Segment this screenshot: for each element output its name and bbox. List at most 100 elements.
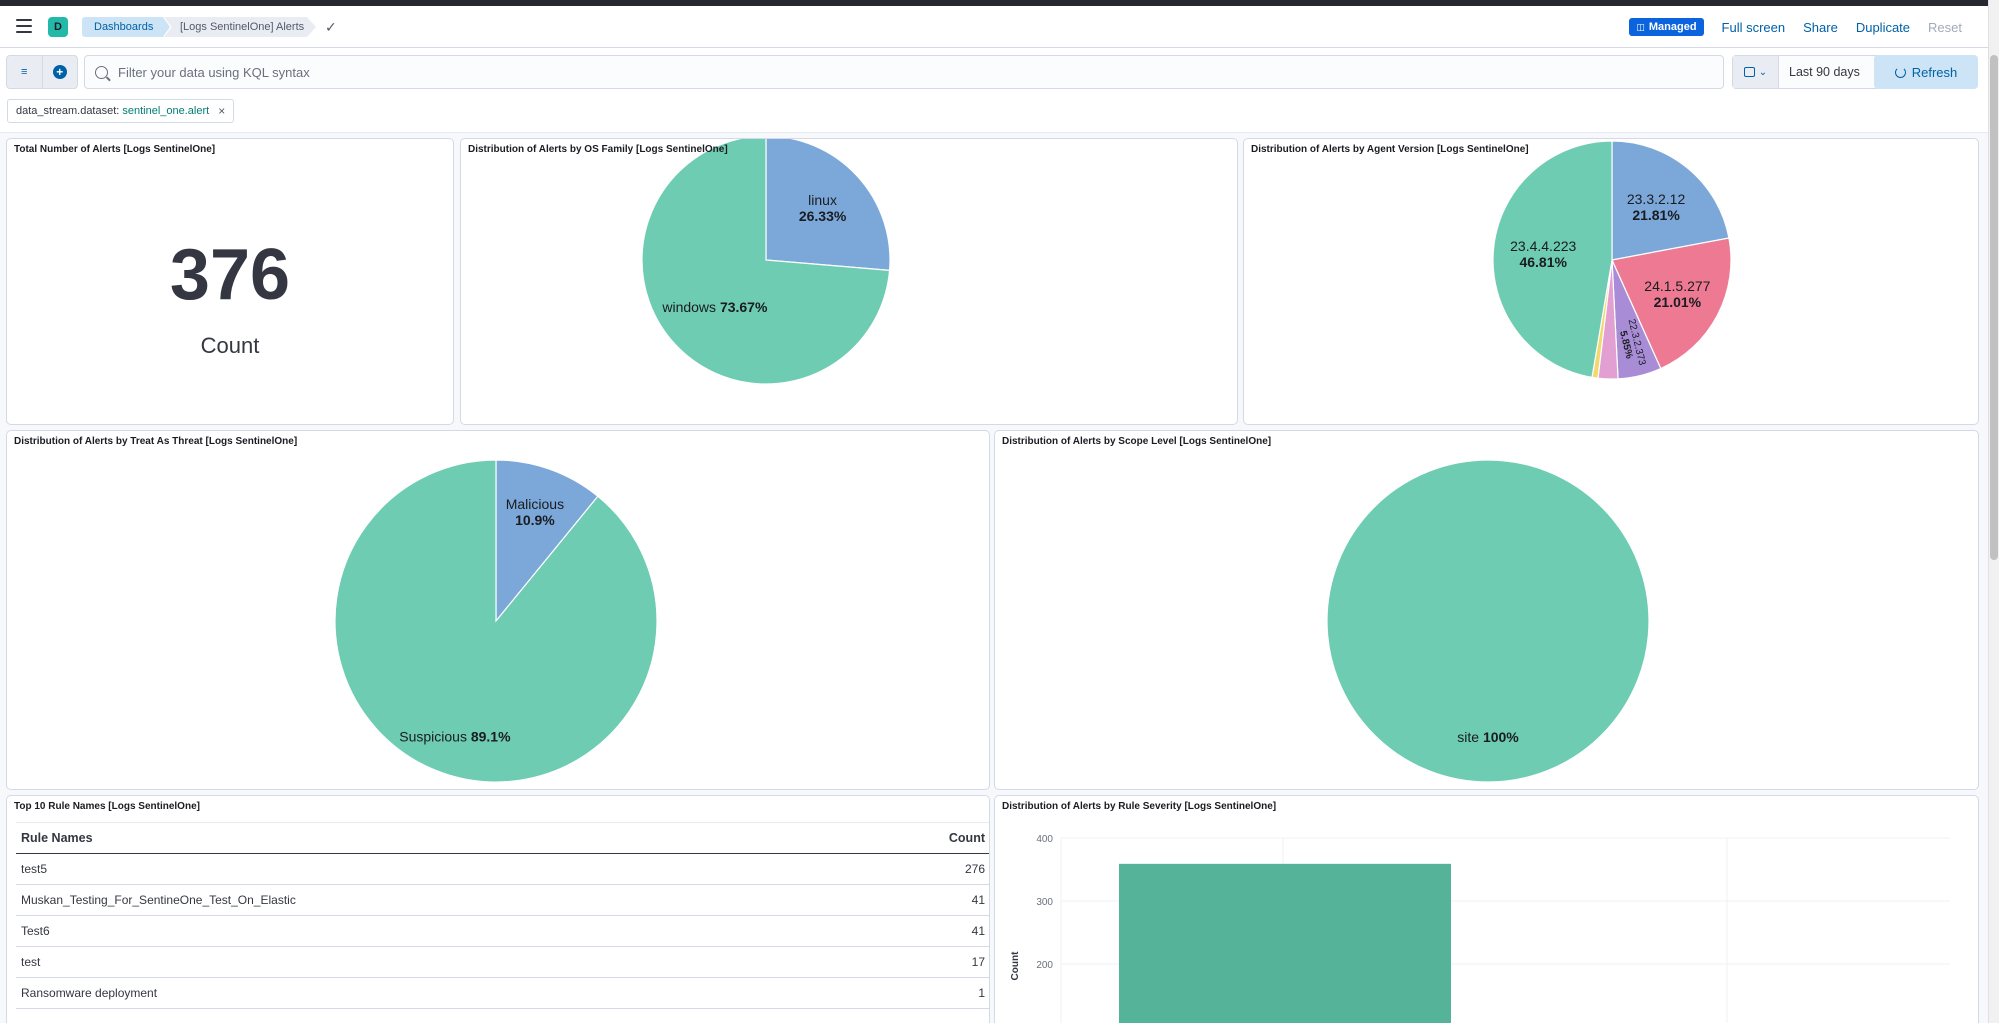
svg-text:10.9%: 10.9% [515,512,555,528]
svg-text:24.1.5.277: 24.1.5.277 [1644,278,1710,294]
svg-text:windows 73.67%: windows 73.67% [661,299,768,315]
cell-rule-name: Ransomware deployment [21,986,158,1000]
table-row: test 17 [16,947,989,978]
panel-title: Total Number of Alerts [Logs SentinelOne… [14,144,216,155]
column-header-count[interactable]: Count [948,831,985,845]
panel-os-family: Distribution of Alerts by OS Family [Log… [460,138,1238,425]
plus-icon: + [52,65,67,79]
panel-rule-names: Top 10 Rule Names [Logs SentinelOne] Rul… [6,795,990,1023]
add-filter-button[interactable]: + [43,56,78,88]
panel-title: Top 10 Rule Names [Logs SentinelOne] [14,801,200,812]
refresh-button[interactable]: Refresh [1874,55,1978,89]
pie-chart-agent-version: 23.3.2.1221.81%24.1.5.27721.01%22.3.2.37… [1492,140,1732,380]
pie-chart-scope-level: site 100% [1326,459,1650,783]
pie-label: Suspicious 89.1% [399,728,511,744]
svg-text:21.01%: 21.01% [1654,294,1702,310]
table-row: test5 276 [16,854,989,885]
reset-button[interactable]: Reset [1928,19,1962,35]
svg-text:Suspicious 89.1%: Suspicious 89.1% [399,728,511,744]
cell-rule-name: test [21,955,41,969]
y-tick-label: 200 [1036,960,1053,971]
pie-slice [495,459,599,623]
panel-rule-severity: Distribution of Alerts by Rule Severity … [994,795,1979,1023]
calendar-icon [1743,67,1755,77]
svg-text:46.81%: 46.81% [1519,254,1567,270]
duplicate-button[interactable]: Duplicate [1855,19,1911,35]
cell-count: 276 [964,862,985,876]
pie-slice [1492,140,1613,378]
table-row: Test6 41 [16,916,989,947]
cell-count: 41 [971,893,985,907]
managed-badge[interactable]: ◫ Managed [1629,18,1704,36]
svg-text:23.3.2.12: 23.3.2.12 [1627,191,1686,207]
cell-count: 17 [971,955,985,969]
chevron-down-icon: ⌄ [1758,66,1768,78]
menu-icon[interactable] [16,19,32,33]
panel-title: Distribution of Alerts by Rule Severity … [1002,801,1277,812]
y-tick-label: 300 [1036,897,1053,908]
page-scrollbar-thumb[interactable] [1990,55,1998,560]
panel-treat-as-threat: Distribution of Alerts by Treat As Threa… [6,430,990,790]
pie-slice [1611,237,1732,370]
svg-text:21.81%: 21.81% [1632,207,1680,223]
column-header-rule-names[interactable]: Rule Names [21,831,93,845]
breadcrumb-current: [Logs SentinelOne] Alerts [164,17,316,37]
table-header: Rule Names Count [16,822,989,854]
query-bar: ≡ + ⌄ Last 90 days Refresh [6,55,1978,91]
filter-menu-button[interactable]: ≡ [7,56,43,88]
pie-slice [641,139,891,385]
kql-input[interactable] [118,64,1698,80]
rule-names-table: Rule Names Count test5 276 Muskan_Testin… [16,822,989,1009]
svg-text:26.33%: 26.33% [799,208,847,224]
breadcrumb-dashboards[interactable]: Dashboards [82,17,170,37]
share-button[interactable]: Share [1803,19,1838,35]
panel-agent-version: Distribution of Alerts by Agent Version … [1243,138,1979,425]
filter-pill-field: data_stream.dataset: [16,105,120,117]
metric-label: Count [200,333,260,358]
pie-label: windows 73.67% [661,299,768,315]
pie-slice [765,139,891,271]
top-strip [0,0,1999,6]
cell-count: 41 [971,924,985,938]
search-icon [95,65,108,79]
managed-icon: ◫ [1636,21,1645,32]
panel-title: Distribution of Alerts by Scope Level [L… [1002,436,1272,447]
date-picker: ⌄ Last 90 days [1732,55,1882,89]
panel-scope-level: Distribution of Alerts by Scope Level [L… [994,430,1979,790]
svg-text:23.4.4.223: 23.4.4.223 [1510,238,1576,254]
svg-text:Malicious: Malicious [506,496,564,512]
filter-pill[interactable]: data_stream.dataset: sentinel_one.alert … [7,99,235,123]
bar-chart-rule-severity: 400 300 200 Count [1010,834,1950,1023]
close-icon[interactable]: × [218,104,226,118]
pie-label: site 100% [1457,729,1519,745]
cell-rule-name: Test6 [21,924,50,938]
metric-value: 376 [169,235,291,315]
panel-title: Distribution of Alerts by Agent Version … [1251,144,1529,155]
cell-rule-name: test5 [21,862,48,876]
svg-text:linux: linux [808,192,837,208]
full-screen-button[interactable]: Full screen [1721,19,1786,35]
panel-title: Distribution of Alerts by Treat As Threa… [14,436,298,447]
panel-title: Distribution of Alerts by OS Family [Log… [468,144,728,155]
refresh-icon [1894,66,1906,78]
kql-search [84,55,1724,89]
cell-rule-name: Muskan_Testing_For_SentineOne_Test_On_El… [21,893,296,907]
space-avatar[interactable]: D [48,17,68,37]
panel-total-alerts: Total Number of Alerts [Logs SentinelOne… [6,138,454,425]
app-header: D Dashboards [Logs SentinelOne] Alerts ✓… [0,6,1988,48]
pie-slice [1611,140,1730,261]
y-axis-label: Count [1010,951,1021,981]
pie-slice [1326,459,1650,783]
check-icon: ✓ [325,19,337,35]
date-quick-menu-button[interactable]: ⌄ [1733,56,1779,88]
filter-buttons: ≡ + [6,55,78,89]
date-range-text[interactable]: Last 90 days [1789,65,1860,79]
table-row: Muskan_Testing_For_SentineOne_Test_On_El… [16,885,989,916]
